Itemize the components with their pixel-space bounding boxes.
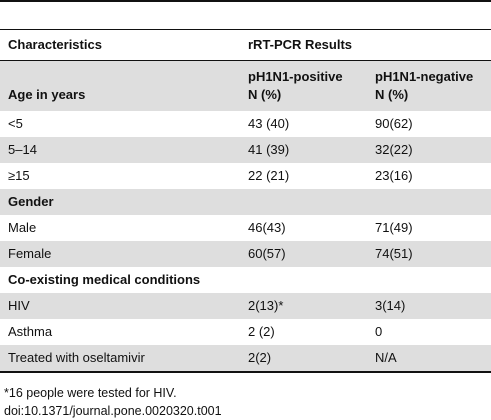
footnote: *16 people were tested for HIV. <box>4 386 177 400</box>
table-row: <5 43 (40) 90(62) <box>0 111 491 137</box>
table-cell: Treated with oseltamivir <box>8 350 145 365</box>
table-row: HIV 2(13)* 3(14) <box>0 293 491 319</box>
table-cell: Asthma <box>8 324 53 339</box>
table-cell: 43 (40) <box>248 116 290 131</box>
table-cell: 32(22) <box>375 142 413 157</box>
table-row: Asthma 2 (2) 0 <box>0 319 491 345</box>
table-cell: 46(43) <box>248 220 286 235</box>
table-cell: 23(16) <box>375 168 413 183</box>
table-cell: Male <box>8 220 37 235</box>
subheader-label: Age in years <box>8 87 86 102</box>
table-cell: 22 (21) <box>248 168 290 183</box>
table-cell: ≥15 <box>8 168 30 183</box>
table-cell: 71(49) <box>375 220 413 235</box>
subheader-cell: N (%) <box>248 87 282 102</box>
table-row: ≥15 22 (21) 23(16) <box>0 163 491 189</box>
section-label: Co-existing medical conditions <box>8 272 201 287</box>
header-cell: Characteristics <box>8 37 102 52</box>
section-label: Gender <box>8 194 54 209</box>
header-cell: rRT-PCR Results <box>248 37 353 52</box>
rule <box>0 60 491 61</box>
table-cell: 2 (2) <box>248 324 275 339</box>
rule <box>0 371 491 373</box>
table-cell: N/A <box>375 350 397 365</box>
table-cell: 90(62) <box>375 116 413 131</box>
subheader-row: Age in years pH1N1-positive N (%) pH1N1-… <box>0 61 491 111</box>
table-row: Male 46(43) 71(49) <box>0 215 491 241</box>
table-cell: <5 <box>8 116 23 131</box>
table-cell: 5–14 <box>8 142 37 157</box>
subheader-cell: N (%) <box>375 87 409 102</box>
table-cell: 2(13)* <box>248 298 284 313</box>
table-cell: 2(2) <box>248 350 272 365</box>
subheader-cell: pH1N1-negative <box>375 69 474 84</box>
table-cell: HIV <box>8 298 30 313</box>
table-cell: Female <box>8 246 52 261</box>
doi: doi:10.1371/journal.pone.0020320.t001 <box>4 404 222 418</box>
table-row: Gender <box>0 189 491 215</box>
table-cell: 0 <box>375 324 383 339</box>
table-cell: 3(14) <box>375 298 406 313</box>
table-row: Co-existing medical conditions <box>0 267 491 293</box>
rule <box>0 29 491 30</box>
table-row: Female 60(57) 74(51) <box>0 241 491 267</box>
table-row: 5–14 41 (39) 32(22) <box>0 137 491 163</box>
table-cell: 74(51) <box>375 246 413 261</box>
subheader-cell: pH1N1-positive <box>248 69 343 84</box>
table-row: Treated with oseltamivir 2(2) N/A <box>0 345 491 371</box>
table-cell: 41 (39) <box>248 142 290 157</box>
rule <box>0 0 491 2</box>
table-cell: 60(57) <box>248 246 286 261</box>
